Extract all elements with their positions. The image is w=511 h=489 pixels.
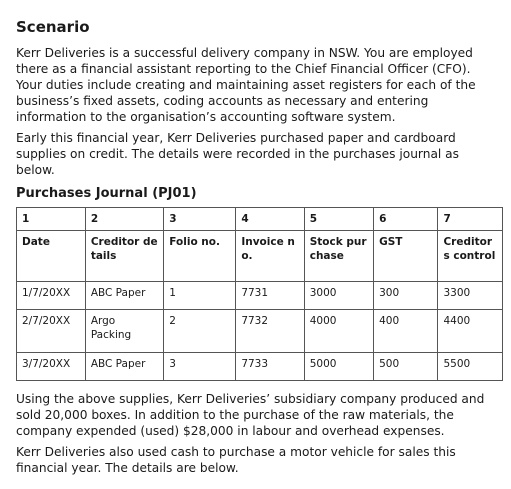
intro-paragraph: Kerr Deliveries is a successful delivery… [16, 46, 476, 124]
scenario-heading: Scenario [16, 18, 90, 36]
header-date: Date [16, 230, 86, 282]
cell-invoice: 7731 [235, 281, 305, 310]
header-creditor-details: Creditor details [84, 230, 165, 282]
header-creditors-control: Creditors control [437, 230, 503, 282]
cell-invoice: 7732 [235, 309, 305, 353]
purchases-journal-table: 1 2 3 4 5 6 7 Date Creditor details Foli… [16, 207, 503, 381]
table-row: 1/7/20XX ABC Paper 1 7731 3000 300 3300 [16, 281, 503, 310]
table-row: 2/7/20XX Argo Packing 2 7732 4000 400 44… [16, 309, 503, 353]
column-number: 4 [235, 207, 305, 231]
journal-heading: Purchases Journal (PJ01) [16, 186, 197, 201]
cell-folio: 3 [163, 352, 237, 381]
cell-creditor: Argo Packing [84, 309, 165, 353]
table-row: 3/7/20XX ABC Paper 3 7733 5000 500 5500 [16, 352, 503, 381]
cell-stock: 4000 [303, 309, 375, 353]
column-number: 3 [163, 207, 237, 231]
column-number: 6 [373, 207, 439, 231]
purchase-paragraph: Early this financial year, Kerr Deliveri… [16, 131, 459, 177]
cell-creditor: ABC Paper [84, 352, 165, 381]
cell-creditor: ABC Paper [84, 281, 165, 310]
document-page: Scenario Kerr Deliveries is a successful… [16, 18, 503, 475]
vehicle-paragraph: Kerr Deliveries also used cash to purcha… [16, 445, 456, 475]
header-row: Date Creditor details Folio no. Invoice … [16, 230, 503, 282]
cell-folio: 1 [163, 281, 237, 310]
cell-invoice: 7733 [235, 352, 305, 381]
cell-gst: 400 [373, 309, 439, 353]
column-number: 5 [303, 207, 375, 231]
column-number: 1 [16, 207, 86, 231]
cell-creditors-control: 4400 [437, 309, 503, 353]
cell-folio: 2 [163, 309, 237, 353]
column-number: 7 [437, 207, 503, 231]
cell-stock: 3000 [303, 281, 375, 310]
cell-gst: 500 [373, 352, 439, 381]
column-number: 2 [84, 207, 165, 231]
header-stock-purchase: Stock purchase [303, 230, 375, 282]
cell-date: 2/7/20XX [16, 309, 86, 353]
production-paragraph: Using the above supplies, Kerr Deliverie… [16, 392, 485, 438]
cell-date: 3/7/20XX [16, 352, 86, 381]
cell-date: 1/7/20XX [16, 281, 86, 310]
cell-creditors-control: 3300 [437, 281, 503, 310]
header-invoice-no: Invoice no. [235, 230, 305, 282]
header-gst: GST [373, 230, 439, 282]
column-number-row: 1 2 3 4 5 6 7 [16, 207, 503, 231]
cell-gst: 300 [373, 281, 439, 310]
cell-stock: 5000 [303, 352, 375, 381]
header-folio-no: Folio no. [163, 230, 237, 282]
cell-creditors-control: 5500 [437, 352, 503, 381]
